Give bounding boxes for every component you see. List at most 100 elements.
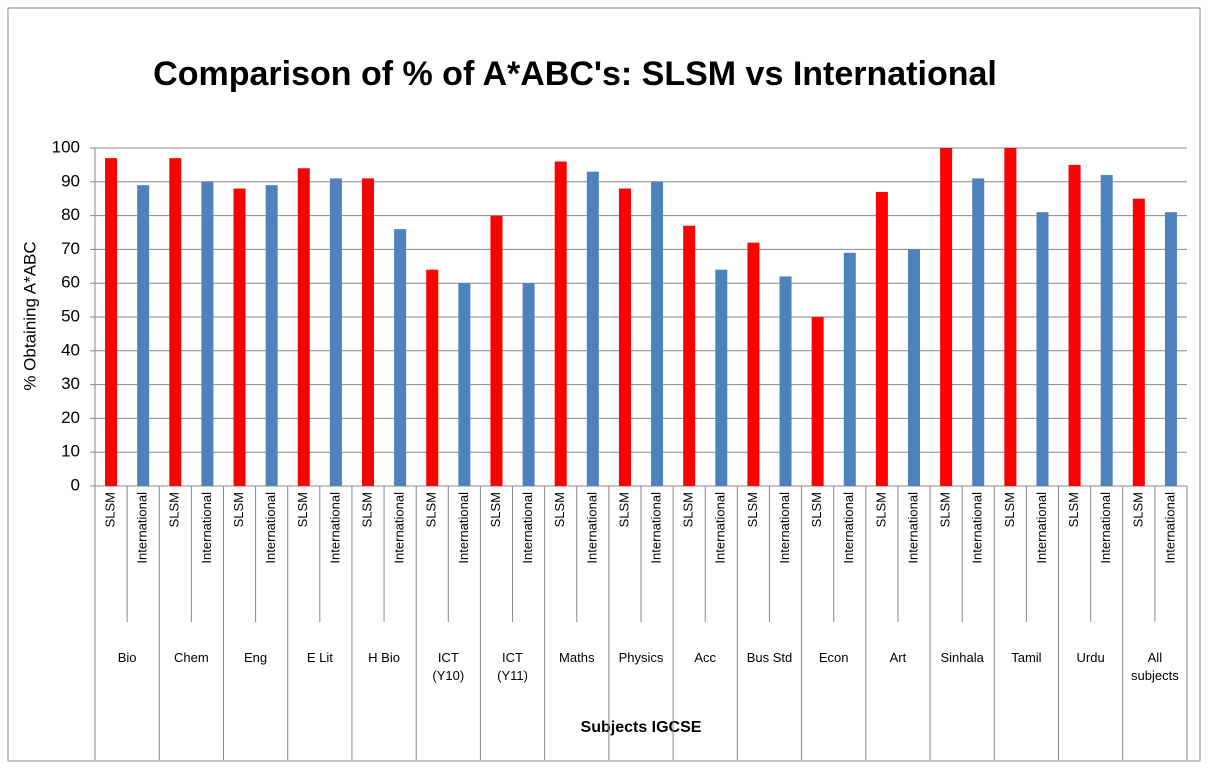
- bar: [779, 276, 792, 486]
- series-label: SLSM: [295, 492, 310, 527]
- bar: [1132, 198, 1145, 486]
- y-tick-label: 100: [52, 137, 80, 156]
- y-tick-label: 70: [61, 239, 80, 258]
- category-label: Urdu: [1076, 650, 1105, 665]
- series-label: SLSM: [938, 492, 953, 527]
- bar: [875, 191, 888, 486]
- series-label: SLSM: [167, 492, 182, 527]
- category-label: ICT (Y11): [497, 650, 528, 683]
- bar: [458, 283, 471, 486]
- series-label: SLSM: [488, 492, 503, 527]
- bar: [233, 188, 246, 486]
- chart-title: Comparison of % of A*ABC's: SLSM vs Inte…: [153, 55, 997, 93]
- bar: [651, 181, 664, 487]
- series-label: International: [1034, 492, 1049, 564]
- series-label: International: [392, 492, 407, 564]
- bar: [522, 283, 535, 486]
- y-tick-label: 80: [61, 205, 80, 224]
- y-tick-label: 60: [61, 273, 80, 292]
- series-label: SLSM: [424, 492, 439, 527]
- bar: [1068, 164, 1081, 486]
- bar: [329, 178, 342, 487]
- series-label: SLSM: [1002, 492, 1017, 527]
- series-label: International: [327, 492, 342, 564]
- series-label: International: [135, 492, 150, 564]
- series-label: International: [713, 492, 728, 564]
- bar: [201, 181, 214, 487]
- bar: [265, 185, 278, 486]
- bar: [747, 242, 760, 486]
- category-label: Art: [889, 650, 907, 665]
- series-label: International: [199, 492, 214, 564]
- category-label: Chem: [174, 650, 209, 665]
- y-tick-label: 40: [61, 340, 80, 359]
- category-label: Bus Std: [746, 650, 793, 665]
- series-label: International: [970, 492, 985, 564]
- y-tick-label: 0: [71, 475, 80, 494]
- bar: [362, 178, 374, 487]
- bar: [426, 269, 439, 486]
- series-label: International: [584, 492, 599, 564]
- category-label: ICT (Y10): [432, 650, 465, 683]
- x-axis-title: Subjects IGCSE: [581, 719, 702, 736]
- y-tick-label: 10: [61, 442, 80, 461]
- bar: [683, 225, 696, 487]
- bar: [843, 252, 856, 486]
- y-tick-label: 30: [61, 374, 80, 393]
- bar: [554, 161, 567, 486]
- bar: [105, 158, 118, 486]
- bar: [490, 215, 503, 486]
- category-label: Sinhala: [940, 650, 984, 665]
- series-label: SLSM: [359, 492, 374, 527]
- bar: [811, 317, 824, 486]
- series-label: SLSM: [745, 492, 760, 527]
- bar: [1004, 148, 1017, 486]
- category-label: E Lit: [306, 650, 333, 665]
- category-label: Maths: [559, 650, 595, 665]
- series-label: SLSM: [552, 492, 567, 527]
- bar: [394, 229, 407, 486]
- series-label: International: [1162, 492, 1177, 564]
- category-label: Tamil: [1011, 650, 1042, 665]
- series-label: International: [905, 492, 920, 564]
- category-label: Bio: [117, 650, 137, 665]
- series-label: International: [1098, 492, 1113, 564]
- series-label: SLSM: [873, 492, 888, 527]
- series-label: SLSM: [1130, 492, 1145, 527]
- category-label: Physics: [618, 650, 664, 665]
- series-label: International: [777, 492, 792, 564]
- bar: [972, 178, 985, 487]
- series-label: SLSM: [616, 492, 631, 527]
- bar: [586, 171, 599, 486]
- bar: [1036, 212, 1049, 486]
- bar: [137, 185, 150, 486]
- bar: [1164, 212, 1177, 486]
- bar: [715, 269, 728, 486]
- y-tick-label: 50: [61, 306, 80, 325]
- series-label: International: [648, 492, 663, 564]
- series-label: International: [841, 492, 856, 564]
- bar: [618, 188, 631, 486]
- series-label: SLSM: [809, 492, 824, 527]
- series-label: SLSM: [102, 492, 117, 527]
- bar: [297, 168, 310, 486]
- series-label: SLSM: [231, 492, 246, 527]
- series-label: International: [520, 492, 535, 564]
- y-axis-title: % Obtaining A*ABC: [20, 241, 39, 390]
- bar: [169, 158, 182, 486]
- y-tick-label: 20: [61, 408, 80, 427]
- bar: [908, 249, 920, 486]
- series-label: SLSM: [1066, 492, 1081, 527]
- category-label: Eng: [244, 650, 268, 665]
- category-label: Acc: [694, 650, 717, 665]
- series-label: International: [456, 492, 471, 564]
- series-label: SLSM: [681, 492, 696, 527]
- bar: [940, 148, 953, 486]
- series-label: International: [263, 492, 278, 564]
- category-label: H Bio: [368, 650, 400, 665]
- category-label: All subjects: [1131, 650, 1179, 683]
- y-tick-label: 90: [61, 171, 80, 190]
- category-label: Econ: [818, 650, 849, 665]
